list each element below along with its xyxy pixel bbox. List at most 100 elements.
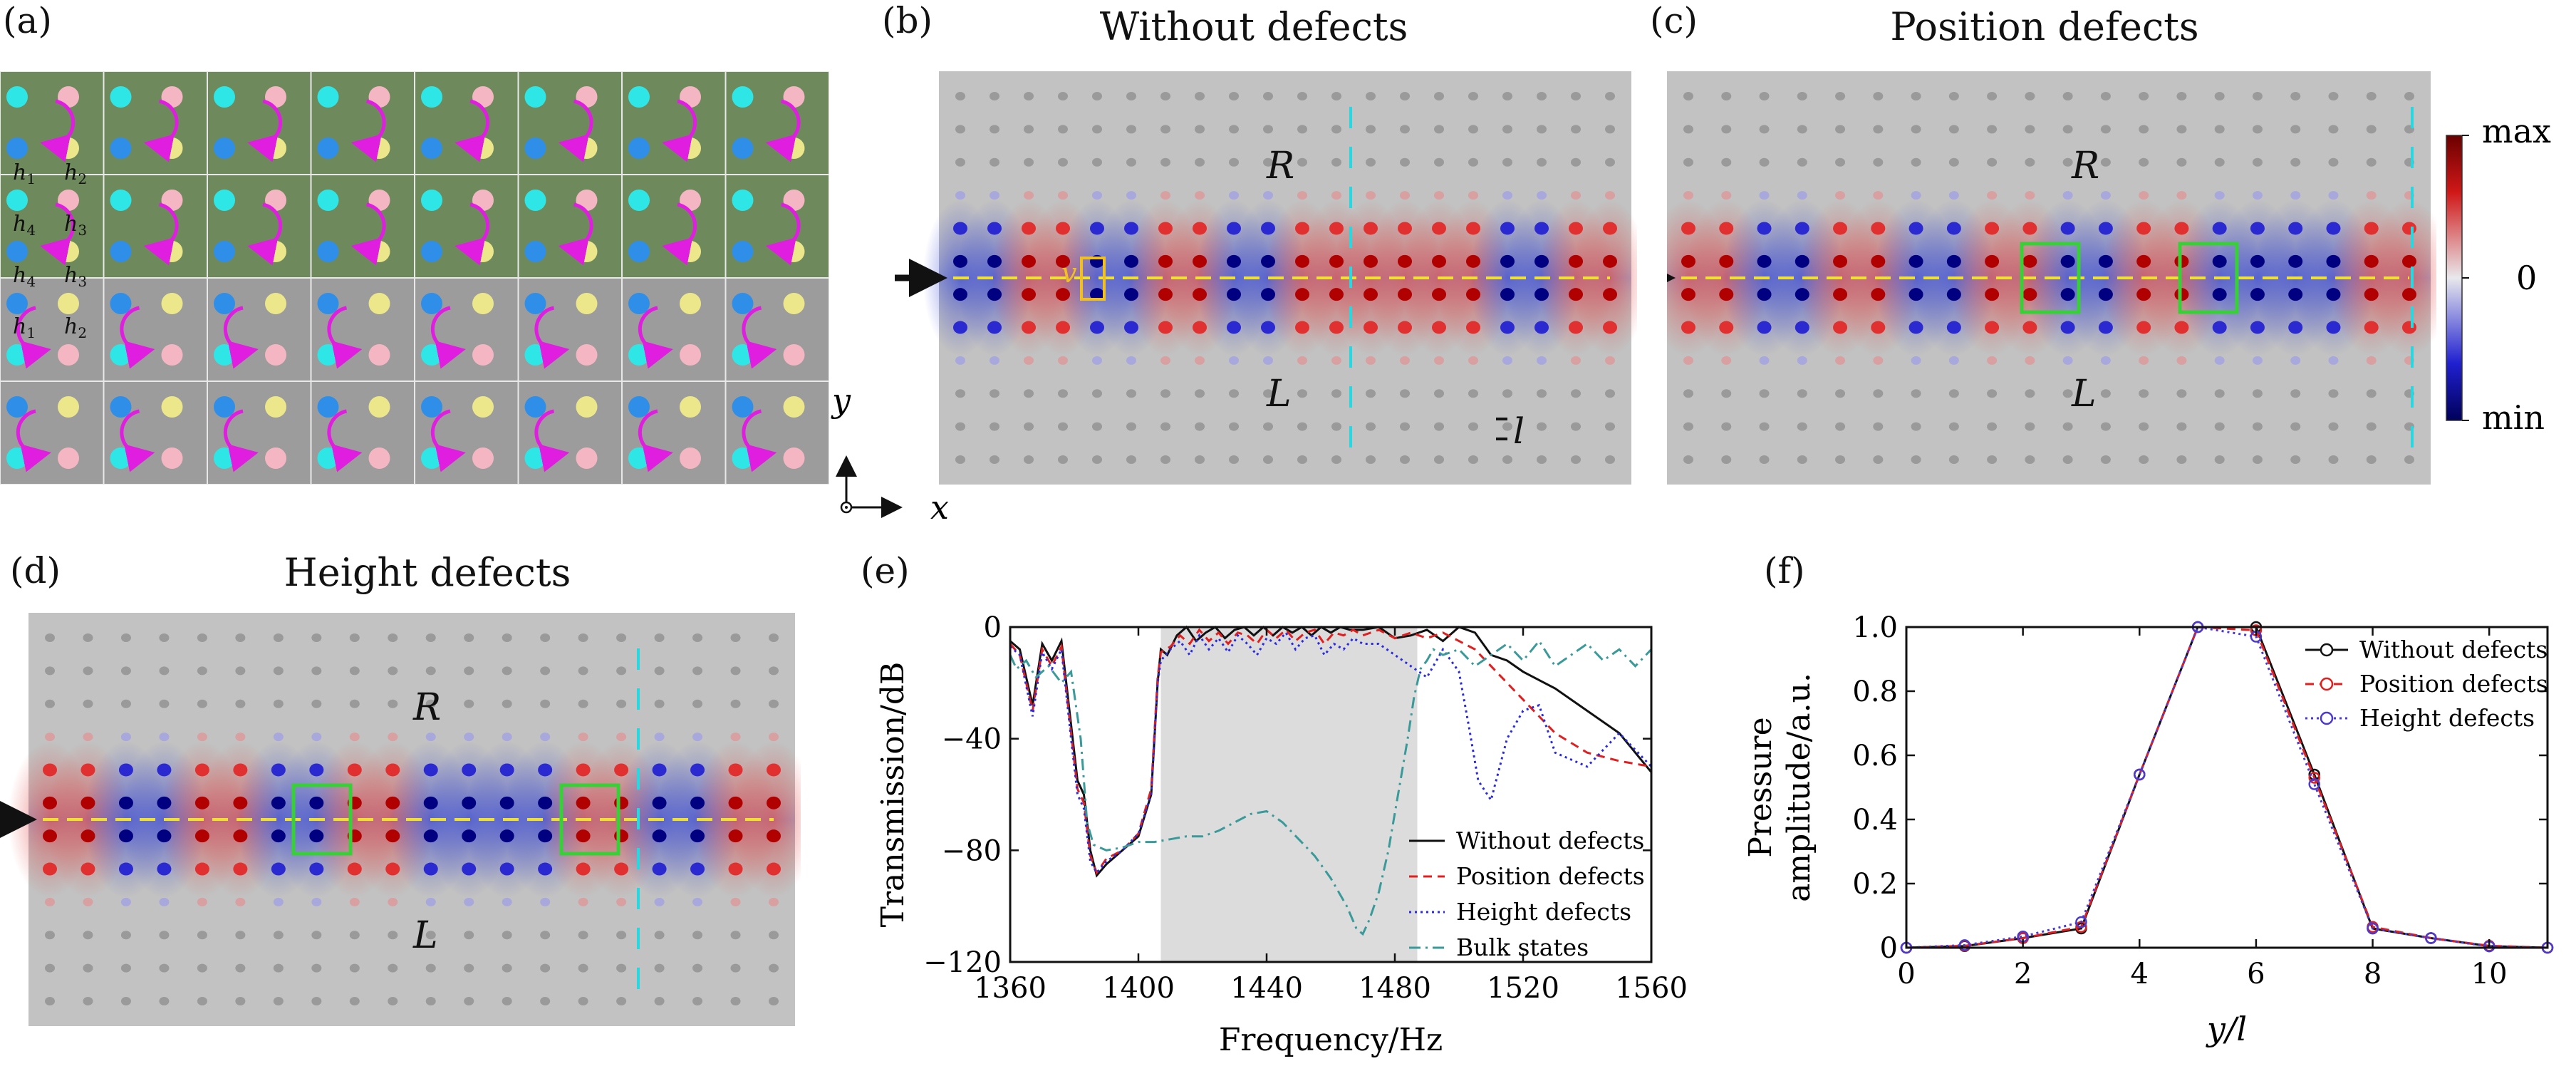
scatterer: [2214, 191, 2225, 200]
scatterer: [271, 763, 286, 777]
scatterer: [690, 862, 705, 876]
data-point: [2134, 768, 2146, 781]
site-dot: [524, 138, 546, 159]
scatterer: [2100, 125, 2111, 134]
scatterer: [1366, 92, 1376, 100]
scatterer: [1721, 92, 1732, 100]
y-tick-label: 0.6: [1852, 740, 1898, 772]
scatterer: [1681, 288, 1695, 301]
site-dot: [628, 190, 650, 211]
scatterer: [1569, 222, 1583, 235]
scatterer: [2174, 321, 2189, 334]
region-label-L: L: [412, 914, 438, 957]
scatterer: [80, 829, 95, 843]
scatterer: [1911, 455, 1921, 464]
unit-cell: [207, 174, 312, 279]
unit-cell: [414, 71, 519, 175]
scatterer: [233, 862, 248, 876]
scatterer: [502, 931, 512, 940]
circulation-arrow: [16, 306, 51, 369]
scatterer: [654, 633, 665, 642]
scatterer: [83, 897, 93, 906]
scatterer: [1502, 125, 1512, 134]
scatterer: [197, 699, 207, 708]
scatterer: [1295, 222, 1309, 235]
scatterer: [2328, 455, 2339, 464]
scatterer: [1022, 288, 1036, 301]
scatterer: [2060, 321, 2075, 334]
scatterer: [462, 862, 477, 876]
x-tick-label: 1520: [1487, 972, 1559, 1005]
scatterer: [2062, 125, 2073, 134]
scatterer: [614, 763, 629, 777]
scatterer: [1024, 389, 1034, 398]
unit-cell: [517, 174, 623, 279]
scatterer: [540, 633, 551, 642]
scatterer: [1329, 321, 1344, 334]
field-glow: [2367, 200, 2436, 356]
site-dot: [265, 396, 286, 418]
scatterer: [1719, 288, 1734, 301]
scatterer: [955, 92, 965, 100]
scatterer: [1058, 455, 1068, 464]
site-dot: [317, 86, 339, 108]
scatterer: [769, 931, 779, 940]
site-dot: [732, 86, 754, 108]
scatterer: [2366, 422, 2377, 431]
scatterer: [540, 666, 551, 676]
scatterer: [43, 862, 57, 876]
scatterer: [2290, 191, 2301, 200]
scatterer: [1022, 222, 1036, 235]
scatterer: [614, 829, 629, 843]
scatterer: [1795, 222, 1809, 235]
scatterer: [499, 829, 514, 843]
site-dot: [421, 447, 442, 469]
scatterer: [45, 699, 55, 708]
scatterer: [273, 963, 284, 973]
site-dot: [421, 241, 442, 262]
scatterer: [2139, 356, 2149, 365]
scatterer: [616, 897, 627, 906]
circulation-arrow: [455, 202, 490, 266]
scatterer: [767, 796, 781, 809]
scatterer: [1911, 422, 1921, 431]
circulation-arrow: [765, 99, 801, 162]
scatterer: [1873, 92, 1884, 100]
scatterer: [1227, 321, 1241, 334]
scatterer: [1571, 389, 1581, 398]
scatterer: [1468, 455, 1478, 464]
scatterer: [1158, 288, 1173, 301]
scatterer: [1534, 321, 1549, 334]
scatterer: [309, 862, 324, 876]
scatterer: [2326, 321, 2341, 334]
scatterer: [235, 733, 246, 742]
panel-label-d: (d): [10, 550, 61, 591]
site-dot: [628, 86, 650, 108]
scatterer: [1434, 125, 1444, 134]
scatterer: [616, 699, 627, 708]
scatterer: [2364, 222, 2379, 235]
scatterer: [1263, 125, 1273, 134]
scatterer: [309, 829, 324, 843]
unit-cell: [724, 71, 829, 175]
scatterer: [2025, 422, 2035, 431]
scatterer: [1873, 356, 1884, 365]
scatterer: [1946, 321, 1961, 334]
scatterer: [1948, 389, 1959, 398]
scatterer: [1835, 356, 1846, 365]
scatterer: [83, 963, 93, 973]
scatterer: [1987, 92, 1998, 100]
x-tick-label: 4: [2131, 958, 2149, 990]
scatterer: [2022, 254, 2037, 268]
scatterer: [1295, 288, 1309, 301]
scatterer: [1466, 254, 1480, 268]
scatterer: [2139, 191, 2149, 200]
scatterer: [1759, 157, 1770, 167]
scatterer: [1398, 254, 1412, 268]
scatterer: [1229, 455, 1239, 464]
scatterer: [1759, 92, 1770, 100]
scatterer: [692, 931, 703, 940]
scatterer: [197, 997, 207, 1005]
scatterer: [1261, 254, 1275, 268]
scatterer: [1683, 125, 1693, 134]
